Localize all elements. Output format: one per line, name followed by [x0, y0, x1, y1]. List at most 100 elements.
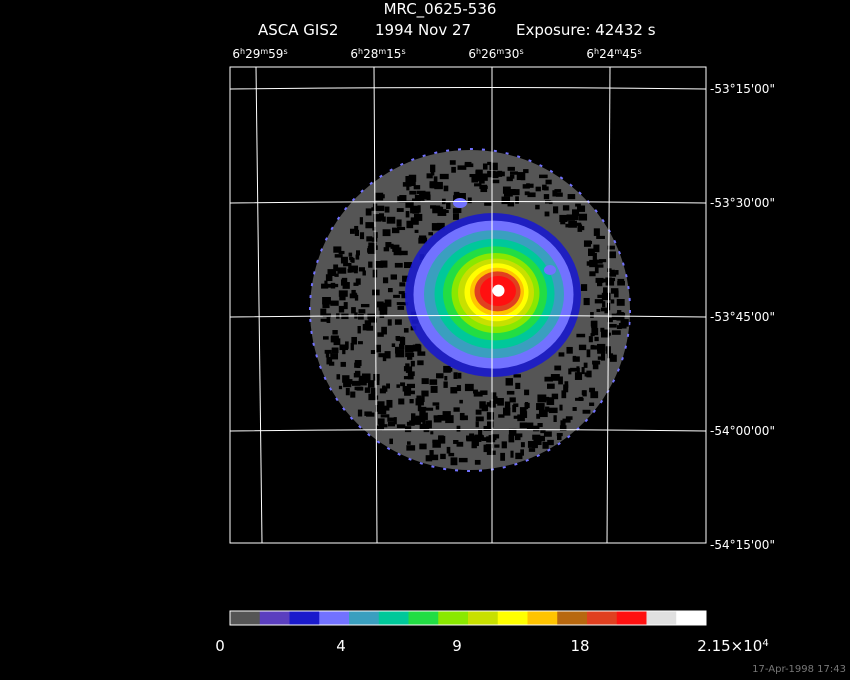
noise [567, 194, 576, 200]
noise [343, 380, 352, 388]
noise [457, 165, 467, 170]
noise [409, 190, 417, 195]
noise [563, 384, 569, 393]
noise [387, 421, 396, 427]
noise [520, 411, 528, 418]
noise [392, 244, 400, 252]
noise [577, 205, 586, 212]
noise [331, 347, 339, 354]
noise [550, 374, 560, 381]
noise [384, 351, 391, 359]
noise [535, 204, 540, 210]
noise [396, 384, 400, 388]
noise [475, 170, 480, 175]
noise [542, 184, 547, 191]
noise [586, 261, 593, 266]
noise [397, 196, 402, 203]
noise [473, 391, 483, 397]
ra-unit: h [594, 47, 599, 56]
noise [325, 274, 333, 282]
noise [379, 314, 385, 318]
noise [553, 206, 559, 214]
colorbar-swatch [587, 611, 618, 625]
noise [390, 274, 398, 280]
noise [342, 375, 350, 383]
noise [338, 305, 345, 313]
noise [421, 378, 429, 385]
noise [322, 297, 331, 305]
noise [552, 190, 558, 197]
noise [502, 407, 511, 416]
noise [576, 333, 586, 338]
colorbar-label: 18 [570, 637, 589, 655]
noise [387, 288, 393, 293]
colorbar-swatch [289, 611, 320, 625]
colorbar-swatch [378, 611, 409, 625]
noise [501, 196, 511, 205]
ra-unit: h [240, 47, 245, 56]
ra-unit: m [496, 47, 504, 56]
noise [335, 283, 339, 288]
noise [540, 429, 546, 434]
noise [448, 452, 455, 457]
noise [578, 344, 587, 351]
noise [592, 252, 597, 261]
noise [596, 343, 606, 351]
noise [590, 312, 594, 318]
noise [528, 448, 536, 452]
noise [591, 327, 599, 336]
noise [536, 413, 541, 419]
noise [545, 406, 550, 412]
noise [338, 290, 348, 297]
noise [508, 434, 515, 443]
noise [543, 431, 552, 437]
noise [616, 315, 625, 321]
noise [493, 397, 498, 402]
noise [398, 291, 405, 295]
noise [419, 423, 427, 430]
noise [429, 450, 434, 458]
noise [487, 161, 492, 166]
noise [382, 356, 387, 362]
ra-grid-line [606, 66, 611, 544]
noise [542, 441, 549, 449]
noise [340, 256, 348, 264]
noise [578, 213, 588, 221]
noise [334, 273, 339, 277]
noise [403, 376, 412, 380]
noise [442, 209, 449, 213]
noise [401, 293, 407, 299]
noise [548, 407, 558, 414]
noise [343, 302, 348, 310]
label-text: 4 [336, 637, 346, 655]
noise [397, 306, 405, 310]
noise [599, 259, 607, 263]
colorbar-swatch [527, 611, 558, 625]
noise [420, 406, 427, 411]
noise [578, 226, 585, 231]
dec-label: -53°15'00" [710, 82, 775, 96]
noise [590, 333, 595, 337]
noise [342, 282, 350, 289]
noise [382, 405, 390, 411]
noise [609, 323, 617, 328]
noise [356, 250, 360, 256]
noise [330, 300, 339, 306]
noise [475, 409, 482, 415]
ra-value: 6 [468, 47, 476, 61]
noise [359, 232, 365, 240]
noise [380, 414, 390, 418]
noise [592, 360, 601, 365]
ra-grid-line [255, 66, 263, 544]
noise [404, 262, 413, 269]
noise [341, 277, 348, 283]
noise [546, 397, 555, 405]
noise [565, 223, 575, 228]
axis-labels: 6h29m59s 6h28m15s 6h26m30s 6h24m45s-53°15'0… [232, 47, 775, 553]
noise [399, 282, 406, 287]
noise [356, 361, 361, 369]
noise [565, 416, 573, 420]
noise [496, 171, 505, 177]
noise [594, 299, 604, 304]
ra-unit: s [637, 47, 641, 56]
